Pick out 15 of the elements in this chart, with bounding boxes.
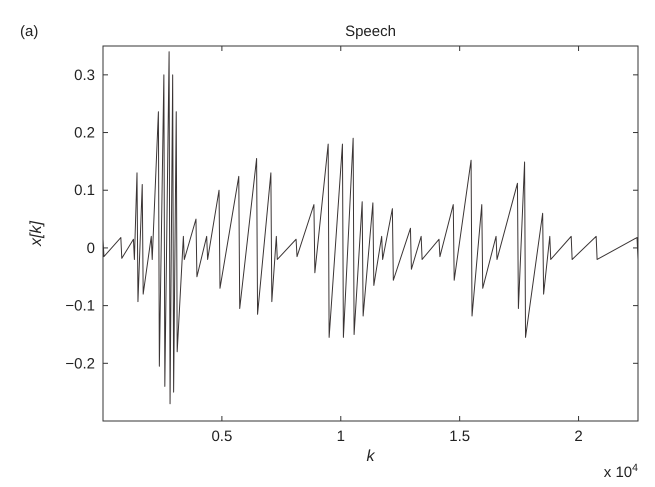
text: (a) — [20, 23, 38, 40]
y-tick-label: 0.2 — [74, 124, 95, 142]
chart-title: Speech — [345, 23, 396, 40]
y-tick-label: 0.1 — [74, 182, 95, 200]
x-tick-label: 0.5 — [211, 428, 232, 445]
x-tick-label: 2 — [574, 428, 583, 445]
x-tick-label: 1 — [336, 428, 345, 445]
y-axis-title: x[k] — [28, 220, 45, 247]
x-tick-label: 1.5 — [449, 428, 470, 445]
y-tick-label: 0.3 — [74, 66, 95, 84]
y-tick-label: −0.1 — [65, 298, 95, 315]
x-axis-title: k — [366, 448, 376, 465]
text: x 10$^{4}$ — [604, 462, 638, 481]
y-tick-label: −0.2 — [65, 355, 95, 372]
y-tick-label: 0 — [86, 240, 95, 257]
